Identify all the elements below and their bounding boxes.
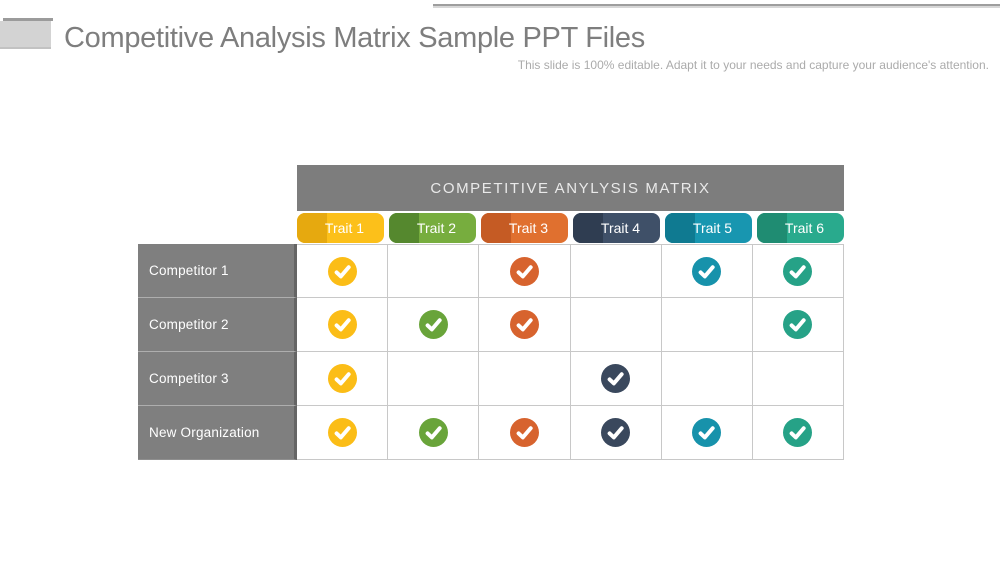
trait-pill-label: Trait 6 — [784, 220, 825, 236]
slide-title: Competitive Analysis Matrix Sample PPT F… — [64, 22, 645, 54]
matrix-cell-checked — [752, 298, 845, 352]
check-icon — [418, 310, 448, 339]
trait-pill-3: Trait 3 — [481, 213, 568, 243]
check-icon — [783, 310, 813, 339]
corner-decoration-box — [0, 21, 51, 49]
matrix-cell-checked — [479, 244, 571, 298]
matrix-row: Competitor 1 — [138, 244, 845, 298]
slide-subtitle: This slide is 100% editable. Adapt it to… — [517, 58, 989, 72]
matrix-cell-checked — [661, 244, 753, 298]
matrix-row: Competitor 3 — [138, 352, 845, 406]
trait-pill-shade — [757, 213, 787, 243]
trait-header-row: Trait 1 Trait 2 Trait 3 Trait 4 Trait 5 Trait… — [297, 213, 844, 243]
matrix-cell-checked — [570, 352, 662, 406]
matrix-cell-empty — [388, 244, 480, 298]
matrix-cell-checked — [752, 244, 845, 298]
matrix-cell-checked — [388, 298, 480, 352]
check-icon — [327, 364, 357, 393]
matrix-cell-checked — [479, 406, 571, 460]
check-icon — [509, 310, 539, 339]
check-icon — [327, 256, 357, 286]
row-label: Competitor 1 — [138, 244, 297, 298]
trait-pill-label: Trait 4 — [600, 220, 641, 236]
matrix-cell-checked — [388, 406, 480, 460]
row-label: Competitor 2 — [138, 298, 297, 352]
trait-pill-shade — [573, 213, 603, 243]
matrix-cell-checked — [661, 406, 753, 460]
matrix-cell-checked — [297, 298, 389, 352]
trait-pill-6: Trait 6 — [757, 213, 844, 243]
matrix-cell-empty — [570, 298, 662, 352]
check-icon — [783, 418, 813, 447]
corner-decoration-bar — [3, 18, 53, 21]
matrix-cell-checked — [297, 352, 389, 406]
matrix-cell-checked — [752, 406, 845, 460]
check-icon — [327, 310, 357, 339]
matrix-title-bar: COMPETITIVE ANYLYSIS MATRIX — [297, 165, 844, 211]
trait-pill-5: Trait 5 — [665, 213, 752, 243]
trait-pill-shade — [297, 213, 327, 243]
matrix-title-text: COMPETITIVE ANYLYSIS MATRIX — [430, 179, 711, 197]
check-icon — [783, 256, 813, 286]
matrix-cell-empty — [661, 352, 753, 406]
row-label: New Organization — [138, 406, 297, 460]
trait-pill-label: Trait 2 — [416, 220, 457, 236]
check-icon — [327, 418, 357, 447]
trait-pill-label: Trait 1 — [324, 220, 365, 236]
trait-pill-label: Trait 5 — [692, 220, 733, 236]
matrix-cell-checked — [297, 244, 389, 298]
check-icon — [418, 418, 448, 447]
check-icon — [692, 418, 722, 447]
check-icon — [509, 418, 539, 447]
check-icon — [601, 364, 631, 393]
matrix-grid: Competitor 1 Competitor 2 Competitor 3 New … — [138, 244, 845, 460]
matrix-cell-empty — [661, 298, 753, 352]
matrix-row: New Organization — [138, 406, 845, 460]
check-icon — [509, 256, 539, 286]
matrix-cell-empty — [752, 352, 845, 406]
matrix-cell-checked — [570, 406, 662, 460]
trait-pill-shade — [665, 213, 695, 243]
row-label: Competitor 3 — [138, 352, 297, 406]
matrix-row: Competitor 2 — [138, 298, 845, 352]
matrix-cell-empty — [479, 352, 571, 406]
trait-pill-label: Trait 3 — [508, 220, 549, 236]
matrix-cell-empty — [388, 352, 480, 406]
check-icon — [601, 418, 631, 447]
trait-pill-shade — [481, 213, 511, 243]
matrix-cell-checked — [297, 406, 389, 460]
check-icon — [692, 256, 722, 286]
trait-pill-2: Trait 2 — [389, 213, 476, 243]
trait-pill-1: Trait 1 — [297, 213, 384, 243]
matrix-cell-empty — [570, 244, 662, 298]
matrix-cell-checked — [479, 298, 571, 352]
trait-pill-4: Trait 4 — [573, 213, 660, 243]
top-divider-line — [433, 4, 1000, 8]
trait-pill-shade — [389, 213, 419, 243]
